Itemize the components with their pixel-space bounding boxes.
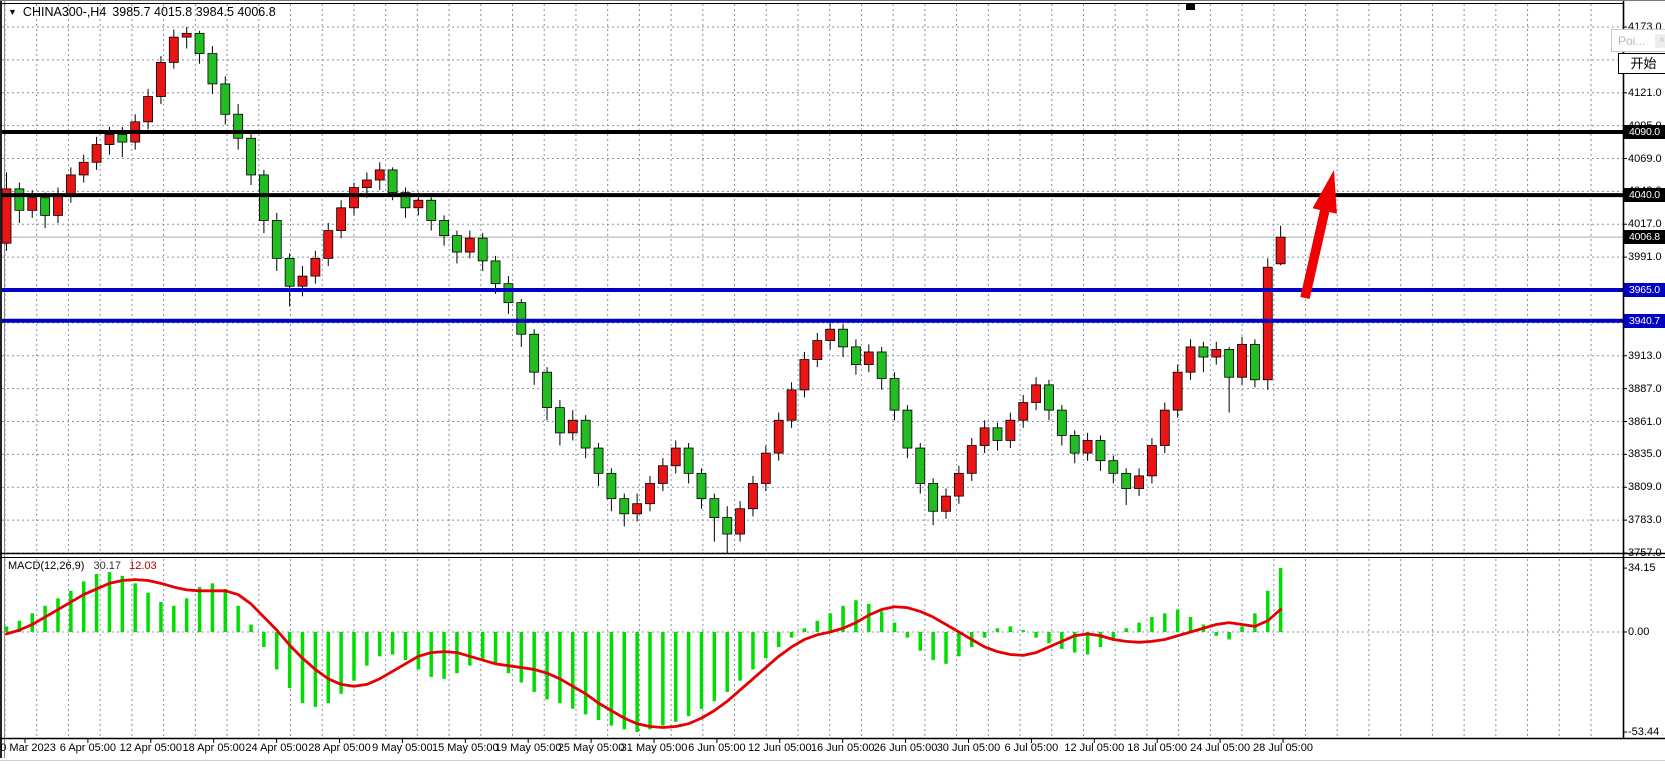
price-tick-label: 4069.0 [1628, 152, 1662, 165]
price-badge-4040.0: 4040.0 [1624, 188, 1665, 203]
scroll-marker [1186, 4, 1195, 10]
macd-histogram [4, 568, 1283, 733]
symbol-period-label: CHINA300-,H4 [22, 5, 107, 19]
price-badge-4006.8: 4006.8 [1624, 230, 1665, 245]
date-tick-label: 31 May 05:00 [620, 742, 688, 754]
date-tick-label: 6 Apr 05:00 [59, 742, 117, 754]
date-tick-label: 19 May 05:00 [494, 742, 562, 754]
date-tick-label: 12 Jul 05:00 [1064, 742, 1125, 754]
macd-indicator-caption: MACD(12,26,9) 30.17 12.03 [8, 560, 157, 572]
macd-tick-label: 34.15 [1628, 562, 1656, 575]
date-tick-label: 26 Jun 05:00 [873, 742, 938, 754]
date-tick-label: 15 May 05:00 [431, 742, 499, 754]
price-tick-label: 3887.0 [1628, 382, 1662, 395]
price-tick-label: 4121.0 [1628, 86, 1662, 99]
date-tick-label: 9 May 05:00 [372, 742, 433, 754]
start-button[interactable]: 开始 [1618, 53, 1665, 74]
macd-signal-value: 12.03 [129, 560, 157, 572]
price-tick-label: 4017.0 [1628, 218, 1662, 231]
floating-popup: Poi... × [1611, 29, 1665, 52]
date-tick-label: 28 Jul 05:00 [1253, 742, 1313, 754]
price-tick-label: 3783.0 [1628, 514, 1662, 527]
date-tick-label: 18 Apr 05:00 [182, 742, 245, 754]
date-tick-label: 25 May 05:00 [557, 742, 625, 754]
trend-arrow-shaft[interactable] [1300, 204, 1331, 300]
price-badge-3965.0: 3965.0 [1624, 283, 1665, 297]
price-tick-label: 3913.0 [1628, 349, 1662, 362]
macd-tick-label: -53.44 [1628, 726, 1660, 739]
candlestick-series [1, 27, 1286, 553]
popup-title: Poi... [1618, 33, 1646, 48]
date-tick-label: 24 Jul 05:00 [1190, 742, 1251, 754]
macd-signal-line [5, 578, 1283, 729]
collapse-chart-icon[interactable]: ▼ [8, 7, 17, 17]
date-tick-label: 18 Jul 05:00 [1127, 742, 1188, 754]
price-badge-4090.0: 4090.0 [1624, 124, 1665, 139]
price-tick-label: 3757.0 [1628, 547, 1662, 559]
macd-label: MACD(12,26,9) [8, 560, 85, 572]
trend-arrow-head[interactable] [1312, 170, 1337, 214]
date-tick-label: 30 Mar 2023 [0, 742, 56, 754]
price-tick-label: 3991.0 [1628, 251, 1662, 264]
date-tick-label: 6 Jul 05:00 [1004, 742, 1059, 754]
macd-tick-label: 0.00 [1628, 626, 1650, 638]
close-icon[interactable]: × [1655, 33, 1665, 48]
date-tick-label: 28 Apr 05:00 [308, 742, 371, 754]
price-tick-label: 3809.0 [1628, 481, 1662, 494]
date-tick-label: 12 Jun 05:00 [747, 742, 812, 754]
price-tick-label: 3861.0 [1628, 415, 1662, 428]
price-badge-3940.7: 3940.7 [1624, 313, 1665, 328]
date-tick-label: 16 Jun 05:00 [810, 742, 875, 754]
ohlc-values-label: 3985.7 4015.8 3984.5 4006.8 [112, 5, 276, 19]
chart-title-bar: ▼ CHINA300-,H4 3985.7 4015.8 3984.5 4006… [8, 5, 276, 19]
price-tick-label: 3835.0 [1628, 448, 1662, 461]
date-tick-label: 30 Jun 05:00 [936, 742, 1001, 754]
date-tick-label: 6 Jun 05:00 [688, 742, 746, 754]
date-tick-label: 24 Apr 05:00 [245, 742, 308, 754]
macd-main-value: 30.17 [93, 560, 122, 572]
date-tick-label: 12 Apr 05:00 [119, 742, 182, 754]
